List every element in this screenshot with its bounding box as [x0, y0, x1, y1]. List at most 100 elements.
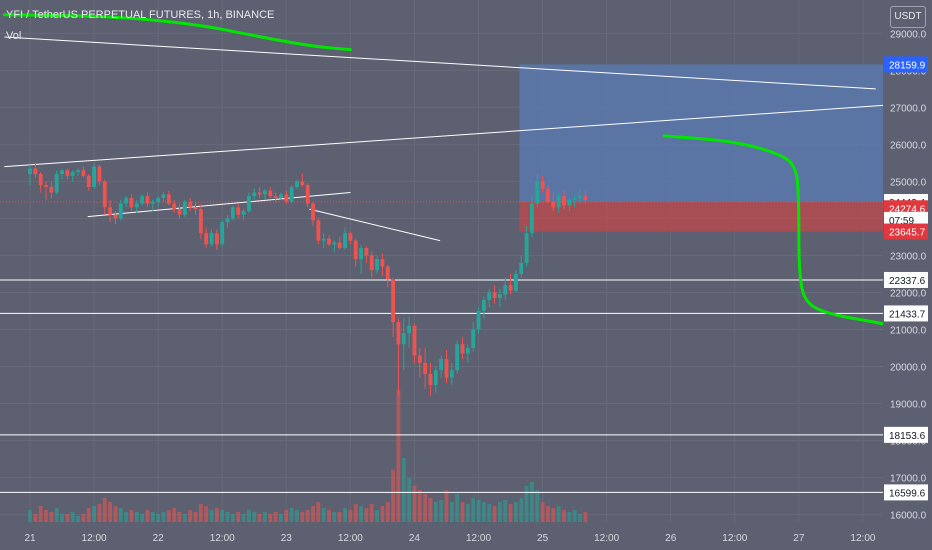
price-label-bg — [884, 56, 928, 73]
candle-body — [273, 196, 278, 199]
candle-body — [284, 194, 289, 202]
volume-bar — [572, 510, 577, 522]
price-tick: 19000.0 — [890, 400, 927, 411]
volume-bar — [161, 512, 166, 522]
candle-body — [76, 170, 80, 173]
candle-body — [444, 359, 449, 378]
volume-bar — [300, 512, 305, 522]
volume-bar — [86, 508, 91, 522]
candle-body — [348, 233, 353, 241]
candle-body — [524, 233, 529, 263]
price-label: 07:59 — [889, 216, 914, 227]
volume-bar — [172, 508, 177, 522]
volume-bar — [497, 502, 502, 522]
volume-bar — [396, 390, 401, 522]
candle-body — [412, 325, 417, 356]
candle-body — [578, 196, 582, 199]
target-zone[interactable] — [519, 64, 883, 203]
projection-paths[interactable] — [2, 13, 910, 331]
horizontal-levels[interactable] — [0, 279, 883, 493]
volume-bar — [465, 504, 470, 522]
price-tick: 20000.0 — [890, 363, 927, 374]
volume-bar — [471, 498, 476, 522]
volume-bar — [70, 512, 75, 522]
time-tick: 26 — [665, 533, 677, 544]
candle-body — [332, 242, 337, 245]
candle-body — [369, 255, 374, 271]
volume-indicator-label[interactable]: Vol — [6, 30, 22, 42]
time-tick: 24 — [409, 533, 421, 544]
candle-body — [514, 273, 518, 291]
candle-body — [70, 172, 75, 176]
volume-bar — [353, 504, 358, 522]
candle-body — [417, 355, 422, 363]
projection-path[interactable] — [662, 134, 910, 331]
time-tick: 12:00 — [594, 533, 619, 544]
volume-bar — [305, 510, 310, 522]
long-position-tool[interactable] — [0, 64, 883, 232]
candle-body — [337, 242, 342, 249]
price-label-bg — [884, 426, 928, 443]
volume-bar — [519, 498, 524, 522]
volume-bar — [225, 512, 230, 522]
trend-line[interactable] — [309, 208, 441, 242]
projection-path[interactable] — [2, 13, 352, 52]
candle-body — [268, 190, 273, 197]
candle-body — [353, 240, 358, 260]
trend-line[interactable] — [4, 36, 876, 90]
candle-body — [220, 222, 225, 245]
time-axis[interactable] — [0, 522, 932, 550]
candle-body — [209, 233, 214, 245]
price-tick: 21000.0 — [890, 325, 927, 336]
candle-body — [305, 185, 310, 204]
candle-body — [108, 207, 113, 215]
volume-bar — [359, 506, 363, 522]
volume-bar — [524, 486, 529, 522]
candle-body — [327, 238, 331, 245]
candle-body — [423, 362, 428, 374]
volume-bar — [65, 514, 70, 522]
candle-body — [407, 325, 412, 334]
stop-zone[interactable] — [519, 202, 883, 232]
time-tick: 12:00 — [210, 533, 235, 544]
volume-bar — [546, 506, 550, 522]
candle-body — [551, 201, 556, 208]
candle-body — [214, 233, 219, 245]
candle-body — [150, 201, 155, 204]
candle-body — [140, 196, 145, 204]
candle-body — [476, 310, 481, 330]
trend-line[interactable] — [4, 103, 908, 168]
volume-bar — [578, 514, 582, 522]
volume-bar — [311, 506, 315, 522]
candle-body — [129, 198, 134, 208]
candle-body — [300, 181, 305, 186]
volume-bar — [102, 498, 107, 522]
currency-selector[interactable]: USDT — [890, 6, 926, 28]
volume-bar — [540, 502, 545, 522]
volume-bar — [177, 512, 182, 522]
volume-bar — [193, 512, 198, 522]
volume-bar — [145, 510, 150, 522]
volume-bar — [385, 502, 390, 522]
volume-bar — [166, 510, 171, 522]
volume-bar — [134, 512, 139, 522]
candle-body — [44, 185, 48, 187]
volume-bar — [417, 490, 422, 522]
candle-body — [583, 196, 588, 200]
candle-body — [182, 201, 187, 215]
volume-bar — [124, 512, 129, 522]
candle-body — [252, 192, 257, 197]
price-axis-labels: 28159.924443.424274.607:5923645.722337.6… — [884, 56, 928, 501]
volume-bar — [391, 470, 396, 522]
volume-bar — [247, 510, 251, 522]
volume-bar — [150, 512, 155, 522]
candle-body — [188, 201, 193, 208]
volume-bar — [241, 514, 246, 522]
volume-bar — [375, 510, 380, 522]
volume-bar — [481, 502, 486, 522]
time-tick: 12:00 — [338, 533, 363, 544]
volume-bar — [295, 510, 299, 522]
volume-bar — [38, 506, 43, 522]
volume-bar — [460, 502, 465, 522]
